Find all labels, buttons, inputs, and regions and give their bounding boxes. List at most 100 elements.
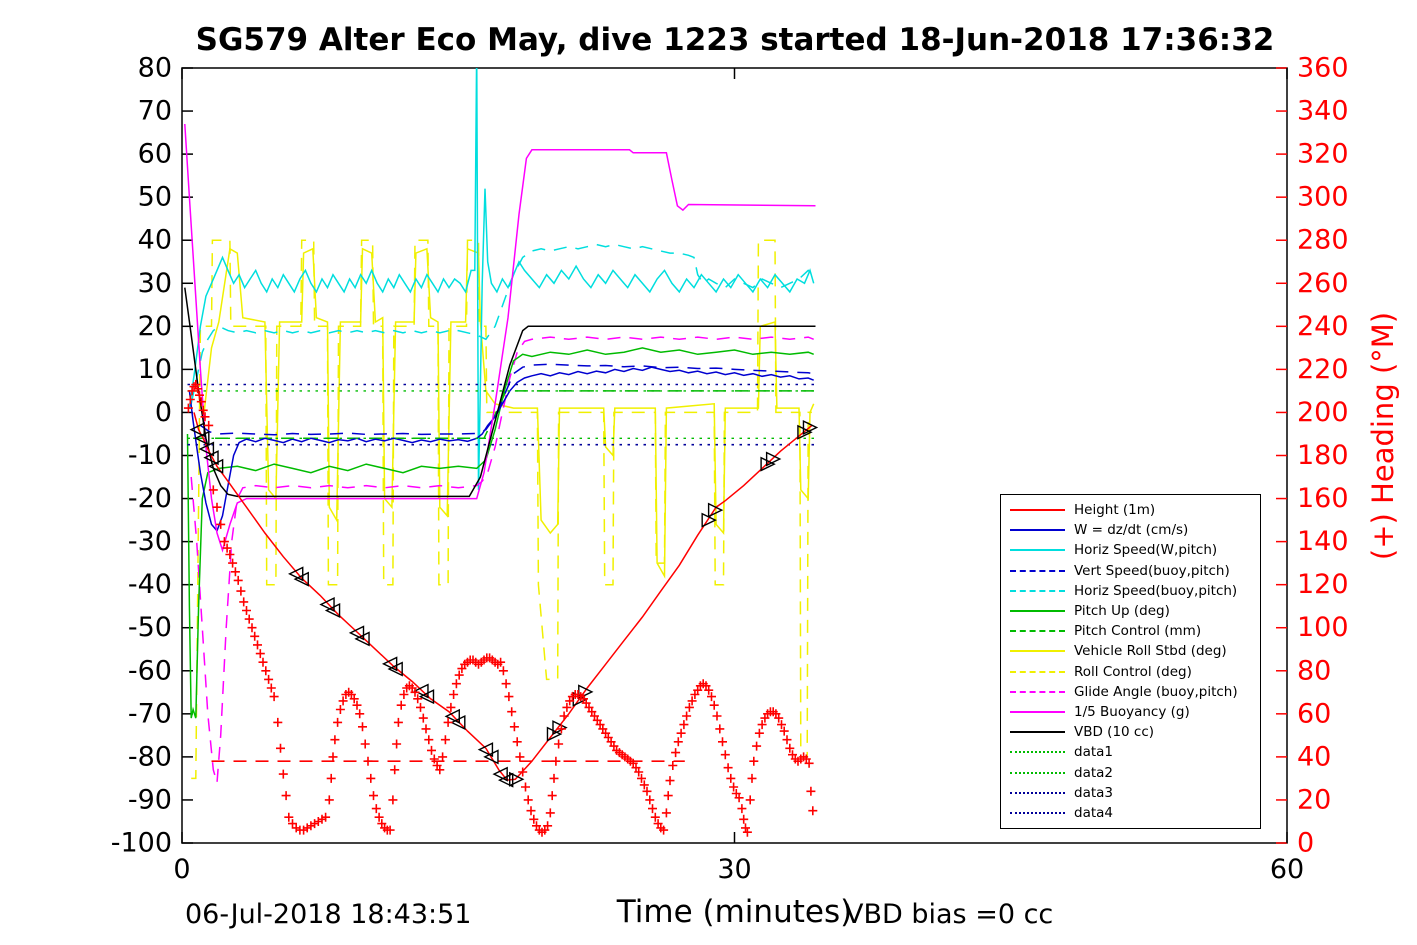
y-right-tick-label: 260 [1297,268,1349,299]
legend: Height (1m) W = dz/dt (cm/s) Horiz Speed(W… [1000,494,1261,829]
height-marker-left [450,714,466,730]
legend-item-label: data3 [1074,784,1113,801]
height-marker-left [418,689,435,705]
y-right-tick-label: 40 [1297,741,1331,772]
height-marker-left [319,596,335,612]
series-roll-control [191,239,812,780]
y-left-tick-label: -90 [128,784,172,815]
legend-item: 1/5 Buoyancy (g) [1001,702,1260,722]
legend-item: Pitch Control (mm) [1001,621,1260,641]
legend-item-label: data2 [1074,764,1113,781]
legend-line-sample [1010,811,1065,814]
y-left-tick-label: 30 [138,268,172,299]
y-left-tick-label: -20 [128,483,172,514]
plot-title: SG579 Alter Eco May, dive 1223 started 1… [195,22,1275,58]
height-marker-left [324,603,341,618]
legend-item: data3 [1001,783,1260,803]
height-marker-left [288,566,304,582]
x-axis-label: Time (minutes) [616,894,853,930]
legend-item-label: data1 [1074,744,1113,761]
height-marker-right [546,726,563,742]
height-marker-left [381,656,398,672]
y-left-tick-label: 70 [138,96,172,127]
y-right-tick-label: 340 [1297,96,1349,127]
series-glide-angle [190,336,814,783]
y-right-tick-label: 300 [1297,182,1349,213]
y-left-tick-label: -40 [128,569,172,600]
series-vbd [184,287,816,498]
legend-item: Glide Angle (buoy,pitch) [1001,682,1260,702]
y-right-tick-label: 240 [1297,311,1349,342]
y-right-tick-label: 120 [1297,569,1349,600]
y-right-tick-label: 320 [1297,139,1349,170]
y-left-tick-label: -70 [128,698,172,729]
height-marker-left [348,625,365,641]
legend-item: VBD (10 cc) [1001,722,1260,742]
height-marker-right [797,424,813,440]
legend-item-label: VBD (10 cc) [1074,724,1155,741]
legend-item-label: Height (1m) [1074,502,1156,519]
y-right-tick-label: 180 [1297,440,1349,471]
height-marker-right [760,456,776,472]
legend-item-label: data4 [1074,804,1113,821]
legend-line-sample [1010,549,1065,552]
x-tick-label: 0 [173,854,190,885]
y-right-tick-label: 160 [1297,483,1349,514]
y-left-tick-label: -10 [128,440,172,471]
height-marker-left [354,631,370,647]
legend-item: Vert Speed(buoy,pitch) [1001,561,1260,581]
legend-line-sample [1010,529,1065,532]
height-marker-left [483,749,499,765]
legend-item: W = dz/dt (cm/s) [1001,520,1260,540]
x-tick-label: 30 [717,854,751,885]
heading-scatter [183,380,818,837]
height-marker-left [203,450,219,466]
height-marker-left [198,441,215,457]
y-left-tick-label: 50 [138,182,172,213]
height-marker-left [293,571,309,587]
y-right-tick-label: 100 [1297,612,1349,643]
legend-line-sample [1010,710,1065,713]
legend-item: Pitch Up (deg) [1001,601,1260,621]
y-left-tick-label: -80 [128,741,172,772]
y-right-tick-label: 140 [1297,526,1349,557]
legend-line-sample [1010,610,1065,613]
y-right-tick-label: 200 [1297,397,1349,428]
height-marker-left [189,422,205,438]
series-horiz-speed-w [188,68,815,490]
y-right-tick-label: 60 [1297,698,1331,729]
height-marker-right [707,502,724,518]
series-w [188,366,814,533]
height-marker-left [497,772,514,788]
legend-item: Horiz Speed(buoy,pitch) [1001,581,1260,601]
legend-item-label: Roll Control (deg) [1074,663,1192,680]
legend-item: Horiz Speed(W,pitch) [1001,540,1260,560]
right-y-axis-label: (+) Heading (°M) [1366,311,1400,561]
series-vehicle-roll [203,247,815,579]
legend-line-sample [1010,690,1065,693]
series-pitch-up [186,347,814,719]
series-pitch-control [193,390,814,440]
legend-line-sample [1010,509,1065,512]
series-horiz-speed-buoy [190,243,815,404]
legend-item: data1 [1001,742,1260,762]
y-right-tick-label: 220 [1297,354,1349,385]
y-left-tick-label: -30 [128,526,172,557]
legend-item: data2 [1001,762,1260,782]
y-right-tick-label: 280 [1297,225,1349,256]
y-left-tick-label: 10 [138,354,172,385]
height-marker-left [207,458,224,474]
y-left-tick-label: -100 [111,828,172,859]
y-left-tick-label: -50 [128,612,172,643]
legend-item-label: 1/5 Buoyancy (g) [1074,703,1190,720]
legend-line-sample [1010,650,1065,653]
height-marker-right [765,451,782,467]
legend-line-sample [1010,589,1065,592]
series-buoyancy [184,123,816,553]
height-marker-left [492,766,508,782]
height-marker-right [802,420,819,436]
legend-item-label: Glide Angle (buoy,pitch) [1074,683,1238,700]
legend-item-label: Pitch Up (deg) [1074,603,1170,620]
height-marker-left [444,708,460,724]
